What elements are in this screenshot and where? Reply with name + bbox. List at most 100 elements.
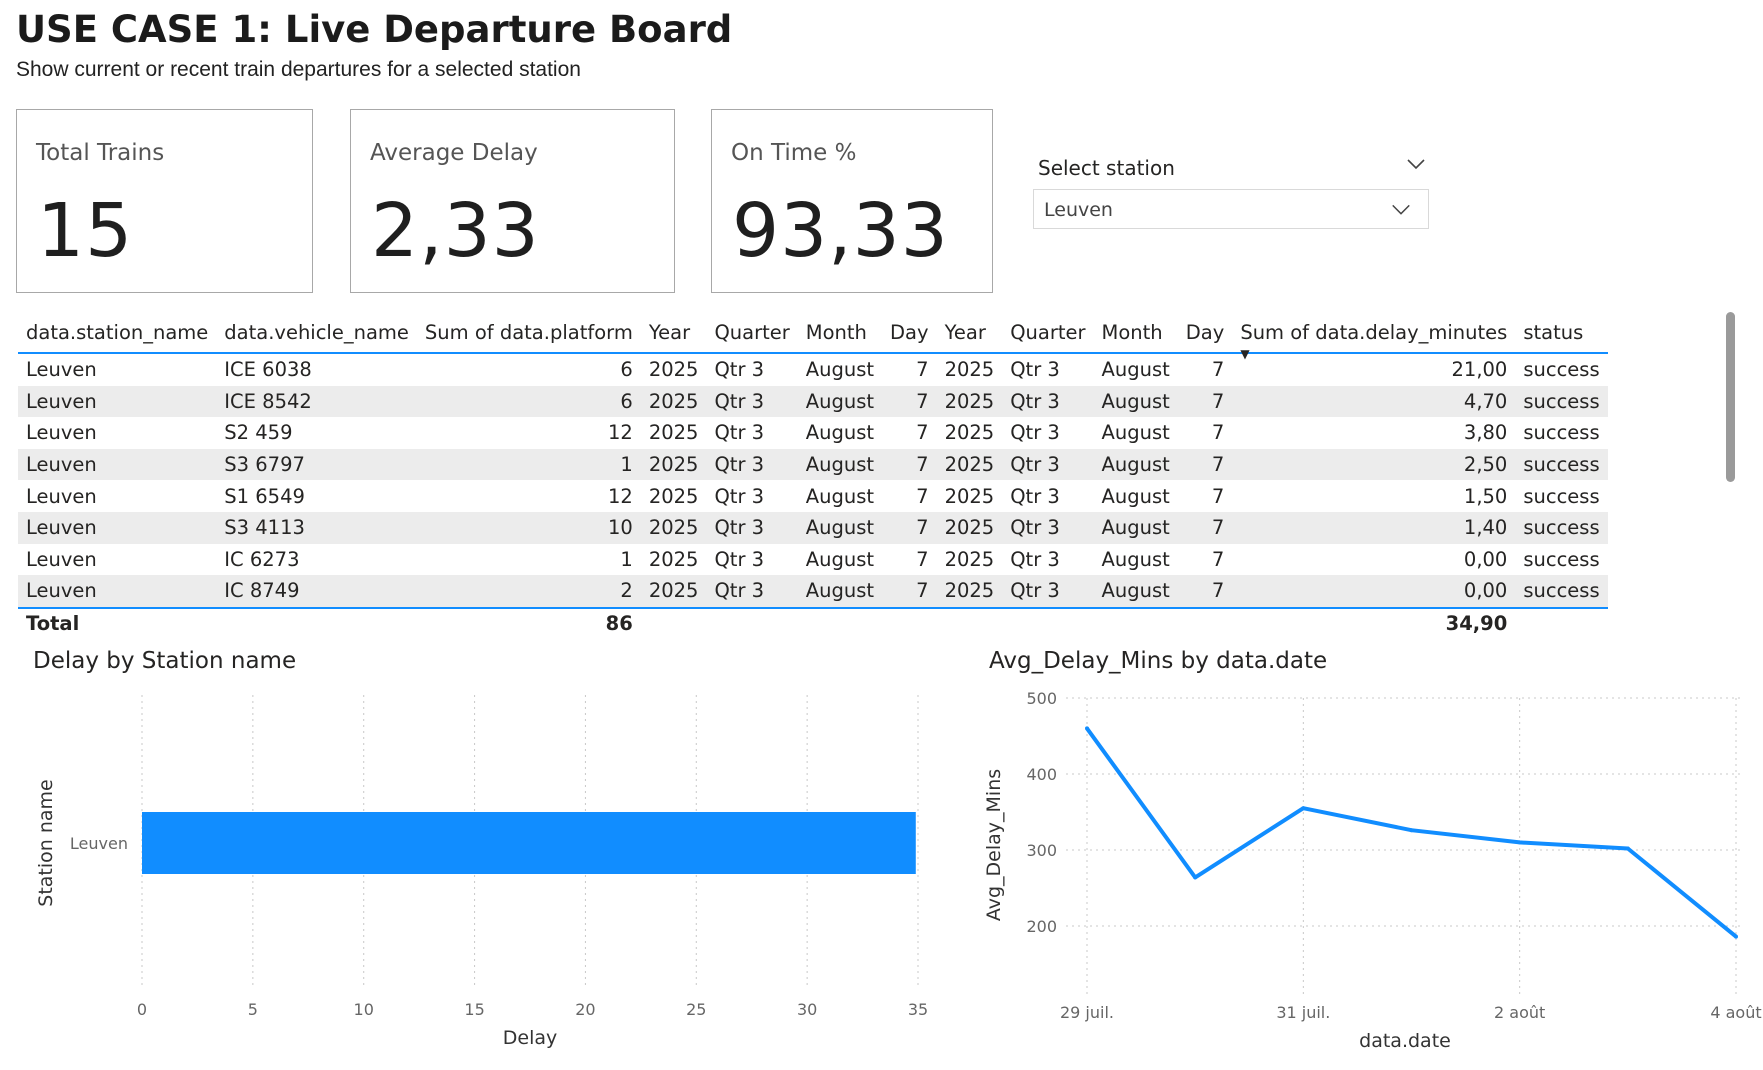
col-header-delay-label: Sum of data.delay_minutes — [1240, 320, 1508, 344]
table-cell: success — [1515, 385, 1608, 418]
table-cell: Leuven — [26, 484, 97, 508]
col-header-quarter[interactable]: Quarter — [706, 312, 798, 354]
table-cell: 2025 — [944, 358, 995, 382]
total-cell — [1002, 606, 1094, 639]
chevron-down-icon[interactable] — [1390, 199, 1412, 221]
table-cell: IC 6273 — [224, 547, 300, 571]
total-cell — [882, 606, 937, 639]
table-cell: 2025 — [648, 484, 699, 508]
col-header-platform[interactable]: Sum of data.platform — [416, 312, 641, 354]
station-select[interactable]: Leuven — [1033, 189, 1429, 229]
table-cell: August — [1093, 511, 1178, 544]
table-row[interactable]: Leuven ICE 8542 6 2025 Qtr 3 August 7 2025 Qtr 3… — [18, 385, 1608, 418]
table-cell: success — [1523, 484, 1600, 508]
sort-descending-icon[interactable]: ▼ — [1240, 347, 1250, 361]
table-row[interactable]: Leuven S3 4113 10 2025 Qtr 3 August 7 2025 Qtr 3… — [18, 511, 1608, 544]
y-category-label: Leuven — [70, 834, 128, 853]
table-cell: 7 — [1177, 575, 1233, 608]
table-cell: 2025 — [936, 385, 1003, 418]
table-cell: August — [797, 448, 883, 481]
table-cell: 2025 — [648, 547, 699, 571]
card-value: 2,33 — [371, 188, 540, 274]
col-header-vehicle[interactable]: data.vehicle_name — [216, 312, 417, 354]
table-cell: August — [1093, 448, 1178, 481]
average-delay-card[interactable]: Average Delay 2,33 — [350, 109, 675, 293]
card-label: Total Trains — [36, 140, 165, 166]
table-cell: S3 6797 — [216, 448, 417, 481]
table-cell: 2025 — [936, 575, 1003, 608]
table-cell: Qtr 3 — [706, 448, 798, 481]
table-scrollbar[interactable] — [1726, 312, 1735, 482]
table-cell: Qtr 3 — [1002, 448, 1094, 481]
x-tick-label: 29 juil. — [1060, 1003, 1114, 1022]
on-time-card[interactable]: On Time % 93,33 — [711, 109, 993, 293]
data-point — [1517, 840, 1522, 845]
table-cell: 0,00 — [1232, 575, 1516, 608]
table-cell: Qtr 3 — [706, 575, 798, 608]
table-row[interactable]: Leuven ICE 6038 6 2025 Qtr 3 August 7 2025 Qtr 3… — [18, 353, 1608, 386]
table-row[interactable]: Leuven S2 459 12 2025 Qtr 3 August 7 2025 Qtr 3 A… — [18, 417, 1608, 449]
data-point — [1301, 806, 1306, 811]
table-cell: Qtr 3 — [714, 547, 765, 571]
table-cell: ICE 6038 — [224, 358, 312, 382]
table-cell: Qtr 3 — [706, 511, 798, 544]
table-cell: August — [805, 421, 875, 445]
table-cell: August — [1093, 385, 1178, 418]
col-header-quarter-2[interactable]: Quarter — [1002, 312, 1094, 354]
y-tick-label: 500 — [1026, 689, 1057, 708]
table-cell: Leuven — [18, 511, 217, 544]
table-cell: August — [1101, 358, 1170, 382]
col-header-year-2[interactable]: Year — [936, 312, 1003, 354]
page-subtitle: Show current or recent train departures … — [16, 58, 581, 81]
col-header-month-2[interactable]: Month — [1093, 312, 1178, 354]
table-cell: 6 — [620, 358, 633, 382]
x-tick-label: 25 — [686, 1000, 706, 1019]
table-cell: 2025 — [944, 484, 995, 508]
col-header-day[interactable]: Day — [882, 312, 937, 354]
table-cell: S3 4113 — [216, 511, 417, 544]
data-point — [1085, 726, 1089, 731]
table-cell: 1,40 — [1232, 511, 1516, 544]
col-header-delay[interactable]: Sum of data.delay_minutes ▼ — [1232, 312, 1516, 361]
y-tick-label: 200 — [1026, 917, 1057, 936]
col-header-station[interactable]: data.station_name — [18, 312, 217, 354]
table-cell: 2025 — [936, 448, 1003, 481]
table-cell: August — [797, 575, 883, 608]
table-row[interactable]: Leuven S1 6549 12 2025 Qtr 3 August 7 2025 Qtr 3… — [18, 480, 1608, 512]
slicer-title: Select station — [1038, 156, 1175, 180]
total-trains-card[interactable]: Total Trains 15 — [16, 109, 313, 293]
table-cell: Leuven — [26, 547, 97, 571]
table-cell: 10 — [416, 511, 641, 544]
table-cell: 7 — [1177, 448, 1233, 481]
data-point — [1409, 828, 1414, 833]
table-row[interactable]: Leuven IC 6273 1 2025 Qtr 3 August 7 2025 Qtr 3 A… — [18, 544, 1608, 576]
table-cell: Qtr 3 — [714, 358, 765, 382]
x-tick-label: 20 — [575, 1000, 595, 1019]
table-cell: 7 — [916, 421, 929, 445]
y-axis-title: Station name — [35, 779, 57, 906]
chevron-down-icon[interactable] — [1404, 152, 1428, 176]
col-header-day-2[interactable]: Day — [1177, 312, 1233, 354]
col-header-month[interactable]: Month — [797, 312, 883, 354]
y-tick-label: 400 — [1026, 765, 1057, 784]
total-cell — [216, 606, 417, 639]
table-cell: 2025 — [648, 421, 699, 445]
total-cell — [1093, 606, 1178, 639]
table-cell: Qtr 3 — [714, 421, 765, 445]
table-cell: 2025 — [640, 448, 707, 481]
line-chart-title: Avg_Delay_Mins by data.date — [989, 648, 1328, 674]
table-cell: Qtr 3 — [1002, 575, 1094, 608]
total-cell — [936, 606, 1003, 639]
table-cell: 7 — [882, 575, 937, 608]
departures-table: data.station_name data.vehicle_name Sum … — [18, 312, 1608, 639]
card-label: Average Delay — [370, 140, 538, 166]
total-cell: Total — [18, 606, 217, 639]
table-cell: Leuven — [26, 421, 97, 445]
col-header-status[interactable]: status — [1515, 312, 1608, 354]
col-header-year[interactable]: Year — [640, 312, 707, 354]
table-cell: August — [805, 547, 875, 571]
table-cell: August — [805, 484, 875, 508]
x-tick-label: 30 — [797, 1000, 817, 1019]
